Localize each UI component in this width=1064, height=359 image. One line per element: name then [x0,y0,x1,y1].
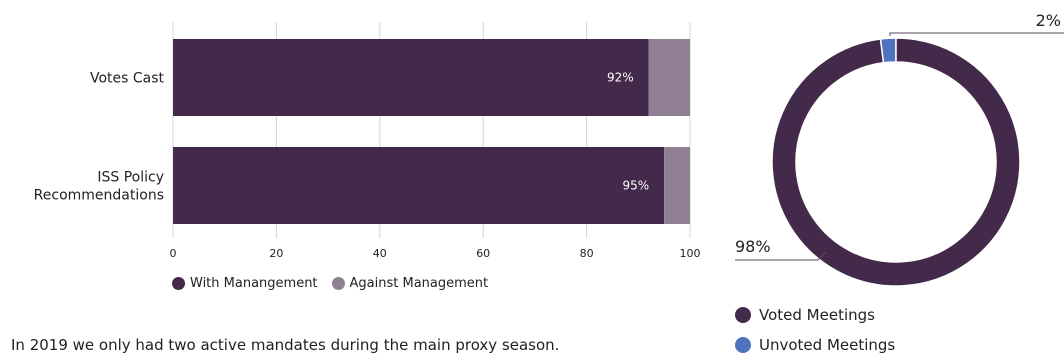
legend-swatch-against-management [331,277,345,290]
bar-against-management-1 [648,39,690,116]
callout-label-voted: 98% [735,237,771,256]
legend-swatch-voted-meetings [735,307,751,323]
donut-legend-item-voted: Voted Meetings [735,306,875,324]
donut-legend-item-unvoted: Unvoted Meetings [735,336,895,354]
category-label-2-line-2: Recommendations [34,188,164,204]
bar-chart-bars [173,39,690,224]
bar-with-management-2 [173,147,665,224]
bar-data-label-1: 92% [607,71,634,85]
legend-label-against-management: Against Management [349,276,489,291]
bar-chart-category-labels: Votes Cast ISS Policy Recommendations [34,71,165,204]
bar-with-management-1 [173,39,649,116]
bar-against-management-2 [664,147,690,224]
donut-chart: 2% 98% [735,11,1064,287]
bar-chart-x-tick-labels: 0 20 40 60 80 100 [170,247,701,260]
category-label-2-line-1: ISS Policy [97,170,164,186]
legend-label-with-management: With Manangement [190,276,318,291]
callout-label-unvoted: 2% [1036,11,1061,30]
footnote-text: In 2019 we only had two active mandates … [11,336,560,354]
x-tick-label-20: 20 [269,247,283,260]
x-tick-label-0: 0 [170,247,177,260]
donut-chart-callouts: 2% 98% [735,11,1064,261]
callout-line-voted [735,251,827,261]
x-tick-label-100: 100 [680,247,701,260]
legend-label-unvoted-meetings: Unvoted Meetings [759,336,896,354]
x-tick-label-80: 80 [580,247,594,260]
bar-data-label-2: 95% [622,179,649,193]
callout-line-unvoted [889,32,1064,36]
donut-chart-slices [771,37,1021,287]
bar-chart: 92% 95% Votes Cast ISS Policy Recommendatio… [34,22,701,260]
legend-swatch-unvoted-meetings [735,337,751,353]
bar-chart-legend: With Manangement Against Management [172,276,488,291]
donut-slice-voted-meetings [771,37,1021,287]
x-tick-label-60: 60 [476,247,490,260]
legend-swatch-with-management [172,277,185,290]
legend-label-voted-meetings: Voted Meetings [759,306,875,324]
x-tick-label-40: 40 [373,247,387,260]
category-label-1-line-1: Votes Cast [90,71,165,87]
bar-chart-data-labels: 92% 95% [607,71,649,193]
